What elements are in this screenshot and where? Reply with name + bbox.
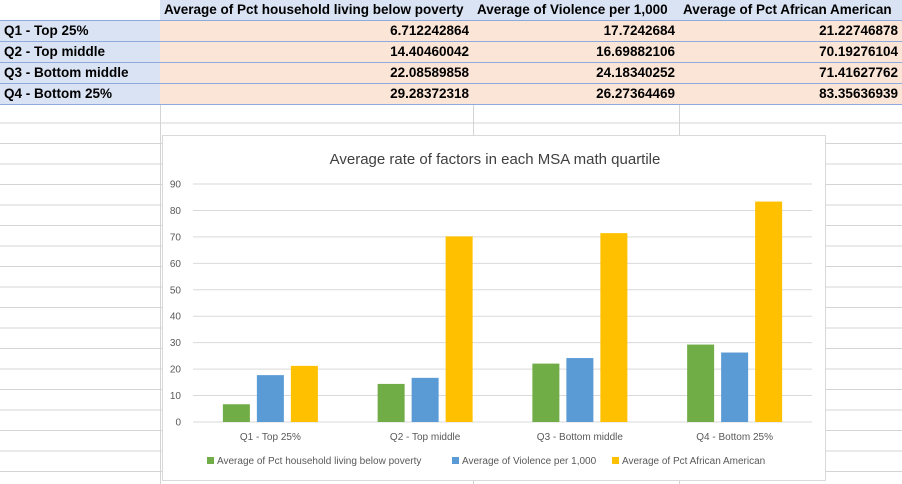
value-cell[interactable]: 24.18340252: [473, 62, 679, 84]
bar-1-2: [377, 383, 405, 422]
value-cell[interactable]: 71.41627762: [679, 62, 902, 84]
legend-label: Average of Violence per 1,000: [462, 456, 597, 467]
value-cell[interactable]: 83.35636939: [679, 83, 902, 105]
value-cell[interactable]: 17.7242684: [473, 20, 679, 42]
legend-swatch: [612, 457, 619, 464]
table-row: Q3 - Bottom middle 22.08589858 24.183402…: [0, 62, 902, 84]
y-tick-label: 0: [175, 418, 181, 429]
y-tick-label: 60: [170, 259, 182, 270]
row-label-cell[interactable]: Q4 - Bottom 25%: [0, 83, 160, 105]
table-header-row: Average of Pct household living below po…: [0, 0, 902, 21]
bar-3-3: [600, 233, 628, 422]
legend-label: Average of Pct African American: [622, 456, 765, 467]
header-cell[interactable]: Average of Pct African American: [679, 0, 902, 21]
bar-3-4: [755, 201, 783, 422]
bar-3-1: [290, 365, 318, 422]
bar-1-3: [532, 363, 560, 422]
legend-label: Average of Pct household living below po…: [217, 456, 421, 467]
y-tick-label: 90: [170, 180, 182, 191]
legend: Average of Pct household living below po…: [207, 456, 765, 467]
chart-title: Average rate of factors in each MSA math…: [330, 151, 661, 168]
value-cell[interactable]: 26.27364469: [473, 83, 679, 105]
bar-1-1: [222, 404, 250, 422]
value-cell[interactable]: 6.712242864: [160, 20, 473, 42]
bar-chart: Average rate of factors in each MSA math…: [170, 151, 812, 467]
y-tick-label: 80: [170, 206, 182, 217]
y-tick-label: 30: [170, 338, 182, 349]
row-label-cell[interactable]: Q2 - Top middle: [0, 41, 160, 63]
x-tick-label: Q4 - Bottom 25%: [696, 432, 773, 443]
row-label-cell[interactable]: Q1 - Top 25%: [0, 20, 160, 42]
x-axis-ticks: Q1 - Top 25% Q2 - Top middle Q3 - Bottom m…: [240, 432, 773, 443]
chart-container[interactable]: Average rate of factors in each MSA math…: [162, 135, 826, 481]
table-row: Q2 - Top middle 14.40460042 16.69882106 …: [0, 41, 902, 63]
value-cell[interactable]: 16.69882106: [473, 41, 679, 63]
y-tick-label: 10: [170, 391, 182, 402]
y-tick-label: 20: [170, 365, 182, 376]
table-row: Q4 - Bottom 25% 29.28372318 26.27364469 …: [0, 83, 902, 105]
pivot-table: Average of Pct household living below po…: [0, 0, 902, 105]
bar-2-2: [411, 377, 439, 422]
bar-1-4: [687, 344, 715, 422]
x-tick-label: Q1 - Top 25%: [240, 432, 301, 443]
bar-2-3: [566, 358, 594, 422]
header-cell[interactable]: Average of Pct household living below po…: [160, 0, 473, 21]
value-cell[interactable]: 70.19276104: [679, 41, 902, 63]
bar-3-2: [445, 236, 473, 422]
header-cell[interactable]: Average of Violence per 1,000: [473, 0, 679, 21]
bar-2-1: [256, 375, 284, 422]
y-tick-label: 50: [170, 285, 182, 296]
header-cell-empty[interactable]: [0, 0, 160, 21]
value-cell[interactable]: 14.40460042: [160, 41, 473, 63]
row-label-cell[interactable]: Q3 - Bottom middle: [0, 62, 160, 84]
value-cell[interactable]: 22.08589858: [160, 62, 473, 84]
column-divider: [160, 103, 161, 484]
legend-swatch: [452, 457, 459, 464]
bar-2-4: [721, 352, 749, 422]
legend-swatch: [207, 457, 214, 464]
value-cell[interactable]: 21.22746878: [679, 20, 902, 42]
x-tick-label: Q2 - Top middle: [390, 432, 461, 443]
x-tick-label: Q3 - Bottom middle: [537, 432, 624, 443]
value-cell[interactable]: 29.28372318: [160, 83, 473, 105]
table-row: Q1 - Top 25% 6.712242864 17.7242684 21.2…: [0, 20, 902, 42]
y-axis-ticks: 0 10 20 30 40 50 60 70 80 90: [170, 180, 182, 429]
gridlines: [193, 183, 812, 423]
bars: [222, 201, 783, 422]
y-tick-label: 40: [170, 312, 182, 323]
y-tick-label: 70: [170, 232, 182, 243]
